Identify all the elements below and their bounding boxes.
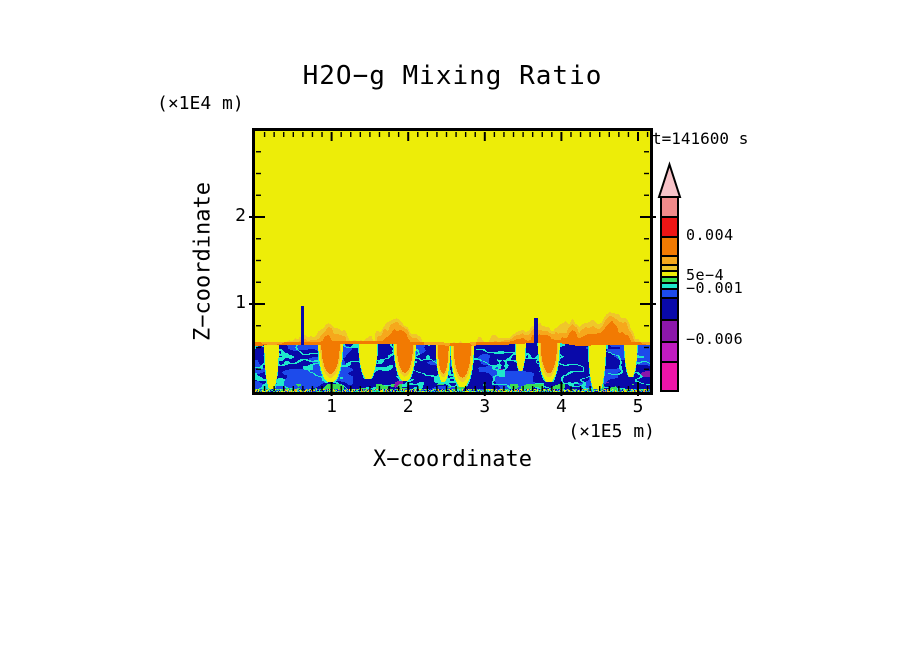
- z-tick-label-2: 2: [235, 205, 246, 226]
- x-axis-title: X−coordinate: [373, 447, 532, 472]
- x-tick-label-3: 3: [479, 396, 491, 417]
- colorbar-segment-magenta: [660, 361, 679, 392]
- colorbar-segment-green: [660, 276, 679, 284]
- heatmap-canvas: [255, 131, 650, 392]
- colorbar-segment-yellow: [660, 270, 679, 278]
- x-axis-unit-label: (×1E5 m): [568, 421, 655, 442]
- x-tick-label-2: 2: [402, 396, 414, 417]
- z-tick-label-1: 1: [235, 292, 246, 313]
- colorbar-segment-blue: [660, 288, 679, 299]
- colorbar-segment-gold: [660, 264, 679, 272]
- colorbar-label-2: −0.001: [686, 279, 744, 297]
- colorbar-segment-salmon: [660, 196, 679, 218]
- z-axis-title: Z−coordinate: [190, 182, 216, 341]
- colorbar-segment-purple: [660, 319, 679, 343]
- colorbar-arrow-icon: [657, 161, 682, 198]
- x-tick-label-4: 4: [555, 396, 567, 417]
- colorbar-segment-lt_orange: [660, 255, 679, 266]
- colorbar-segment-red: [660, 216, 679, 238]
- x-tick-label-1: 1: [326, 396, 338, 417]
- plot-title: H2O−g Mixing Ratio: [302, 61, 603, 91]
- colorbar-segment-navy: [660, 297, 679, 321]
- colorbar-label-3: −0.006: [686, 330, 744, 348]
- colorbar-segment-orange: [660, 236, 679, 257]
- z-axis-unit-label: (×1E4 m): [157, 93, 244, 114]
- colorbar-label-0: 0.004: [686, 226, 734, 244]
- x-tick-label-5: 5: [632, 396, 644, 417]
- colorbar-segment-magenta_purple: [660, 341, 679, 363]
- colorbar-label-1: 5e−4: [686, 266, 725, 284]
- colorbar-segment-turquoise: [660, 282, 679, 290]
- time-annotation: t=141600 s: [652, 129, 749, 148]
